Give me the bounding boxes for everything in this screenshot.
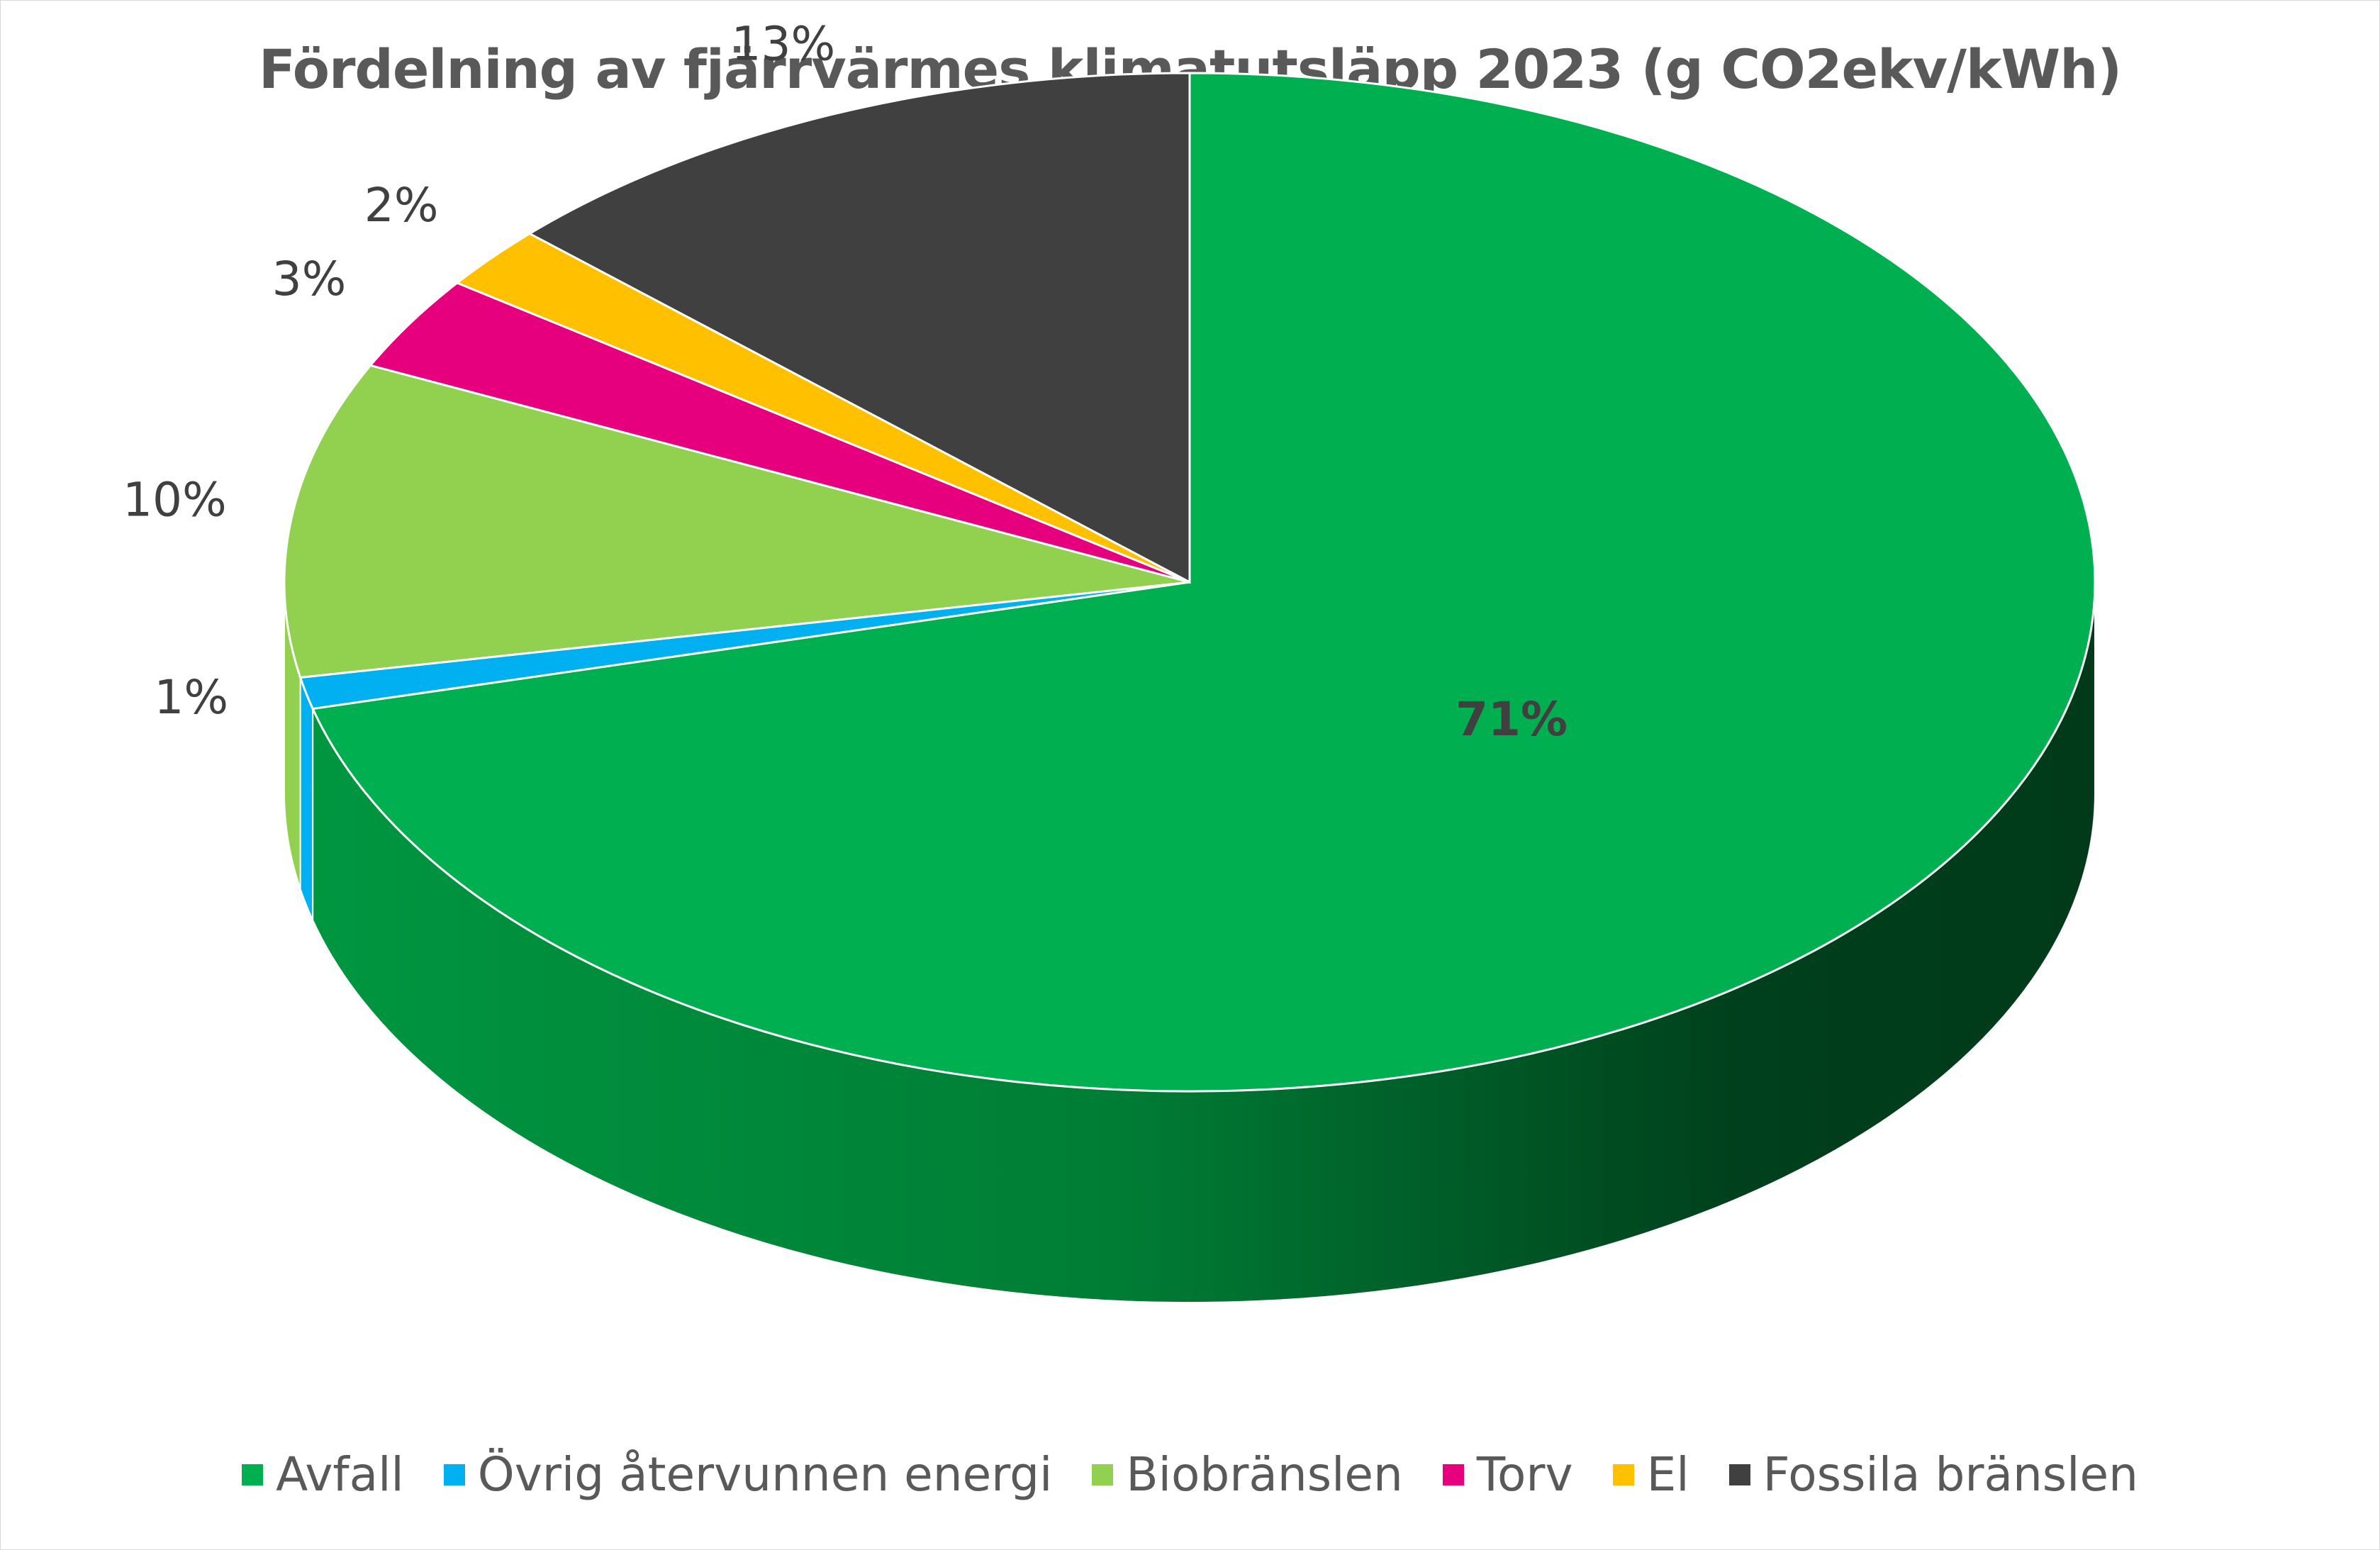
legend-swatch	[443, 1463, 465, 1485]
data-label-el: 2%	[364, 178, 439, 233]
legend-item: Biobränslen	[1092, 1447, 1403, 1502]
legend-swatch	[1442, 1463, 1464, 1485]
legend-label: Övrig återvunnen energi	[477, 1447, 1053, 1502]
legend-label: El	[1646, 1447, 1689, 1502]
pie-side--vrig-tervunnen-energi	[299, 677, 314, 920]
pie-slice-torv	[368, 281, 1190, 584]
data-label-biobr-nslen: 10%	[123, 472, 227, 527]
legend-swatch	[1728, 1463, 1750, 1485]
legend-label: Biobränslen	[1126, 1447, 1403, 1502]
legend-item: Fossila bränslen	[1728, 1447, 2138, 1502]
legend-item: Avfall	[242, 1447, 404, 1502]
data-label-torv: 3%	[272, 252, 347, 306]
legend-item: El	[1612, 1447, 1689, 1502]
pie-slice-biobr-nslen	[283, 364, 1190, 679]
legend-label: Avfall	[276, 1447, 404, 1502]
data-label-avfall: 71%	[1456, 692, 1568, 747]
legend-label: Torv	[1476, 1447, 1573, 1502]
legend-swatch	[1612, 1463, 1634, 1485]
legend-swatch	[1092, 1463, 1114, 1485]
pie-slice-avfall	[311, 72, 2096, 1093]
legend-swatch	[242, 1463, 264, 1485]
pie-slice-fossila-br-nslen	[527, 72, 1191, 584]
data-label-fossila-br-nslen: 13%	[732, 16, 836, 71]
legend-item: Torv	[1442, 1447, 1573, 1502]
legend: Avfall Övrig återvunnen energi Biobränslen…	[1, 1447, 2379, 1502]
legend-item: Övrig återvunnen energi	[443, 1447, 1053, 1502]
legend-label: Fossila bränslen	[1762, 1447, 2138, 1502]
data-label--vrig-tervunnen-energi: 1%	[154, 670, 228, 725]
